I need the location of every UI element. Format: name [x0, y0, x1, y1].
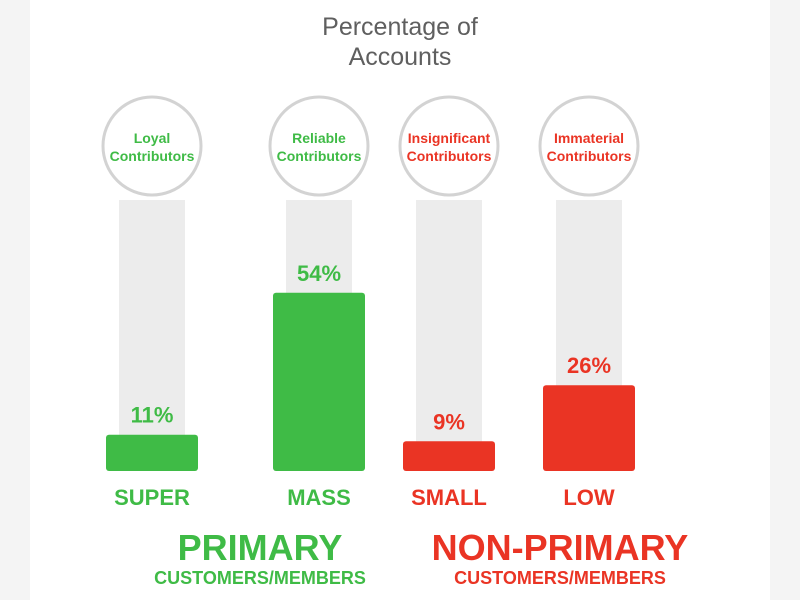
track-small: [416, 200, 482, 471]
category-label-low: LOW: [563, 485, 615, 510]
circle-label-low-1: Immaterial: [554, 130, 624, 146]
group-title-non-primary: NON-PRIMARY: [431, 527, 689, 568]
circle-label-super-2: Contributors: [110, 148, 195, 164]
category-label-super: SUPER: [114, 485, 190, 510]
value-label-mass: 54%: [297, 261, 341, 286]
circle-label-mass-2: Contributors: [277, 148, 362, 164]
circle-badge-mass: [268, 95, 370, 197]
bar-mass: [273, 292, 365, 471]
chart-canvas: Percentage of Accounts Loyal Contributors…: [30, 0, 770, 600]
circle-label-small-1: Insignificant: [408, 130, 491, 146]
circle-badge-super: [101, 95, 203, 197]
circle-badge-low: [538, 95, 640, 197]
track-super: [119, 200, 185, 471]
bar-low: [543, 385, 635, 471]
circle-label-low-2: Contributors: [547, 148, 632, 164]
circle-label-mass-1: Reliable: [292, 130, 346, 146]
chart-title-line-2: Accounts: [348, 43, 452, 71]
circle-label-super-1: Loyal: [134, 130, 171, 146]
value-label-small: 9%: [433, 409, 465, 434]
circle-label-small-2: Contributors: [407, 148, 492, 164]
value-label-low: 26%: [567, 353, 611, 378]
value-label-super: 11%: [131, 403, 174, 428]
bar-small: [403, 441, 495, 471]
bar-super: [106, 434, 198, 471]
group-subtitle-primary: CUSTOMERS/MEMBERS: [154, 568, 366, 588]
bar-chart: Loyal Contributors 11% SUPER Reliable Contrib…: [101, 95, 640, 510]
chart-title: Percentage of Accounts: [30, 12, 770, 72]
circle-badge-small: [398, 95, 500, 197]
group-subtitle-non-primary: CUSTOMERS/MEMBERS: [454, 568, 666, 588]
category-label-small: SMALL: [411, 485, 487, 510]
chart-title-line-1: Percentage of: [322, 13, 478, 41]
category-label-mass: MASS: [287, 485, 351, 510]
group-title-primary: PRIMARY: [177, 527, 343, 568]
